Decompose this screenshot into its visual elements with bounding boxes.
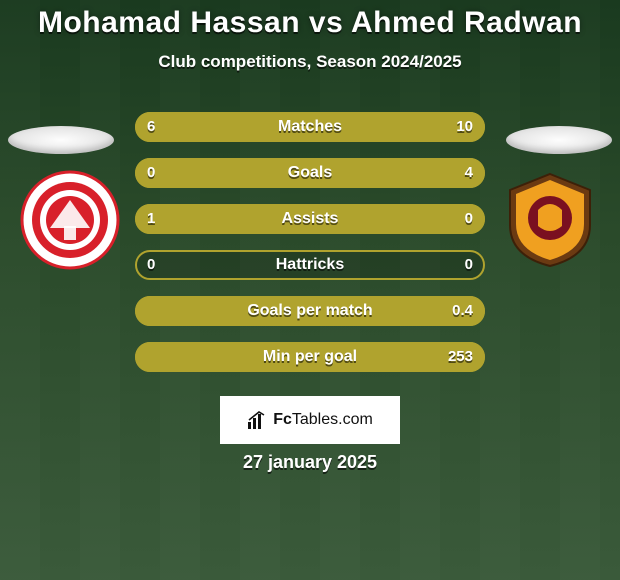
stat-value-left: 0 bbox=[147, 250, 155, 280]
stat-label: Min per goal bbox=[135, 342, 485, 372]
stat-value-right: 0 bbox=[465, 204, 473, 234]
source-logo: FcTables.com bbox=[220, 396, 400, 444]
stat-label: Matches bbox=[135, 112, 485, 142]
stat-value-right: 10 bbox=[456, 112, 473, 142]
stats-container: Matches610Goals04Assists10Hattricks00Goa… bbox=[0, 112, 620, 388]
stat-value-right: 253 bbox=[448, 342, 473, 372]
stat-row: Assists1 0 bbox=[135, 204, 485, 234]
stat-value-left: 6 bbox=[147, 112, 155, 142]
stat-value-left: 1 bbox=[147, 204, 155, 234]
comparison-infographic: Mohamad Hassan vs Ahmed Radwan Club comp… bbox=[0, 0, 620, 580]
stat-value-right: 0.4 bbox=[452, 296, 473, 326]
stat-label: Goals per match bbox=[135, 296, 485, 326]
source-logo-text: FcTables.com bbox=[273, 411, 373, 429]
stat-value-right: 0 bbox=[465, 250, 473, 280]
page-subtitle: Club competitions, Season 2024/2025 bbox=[0, 52, 620, 72]
stat-label: Assists bbox=[135, 204, 485, 234]
stat-label: Goals bbox=[135, 158, 485, 188]
stat-row: Matches6 10 bbox=[135, 112, 485, 142]
date-label: 27 january 2025 bbox=[0, 452, 620, 473]
stat-value-left: 0 bbox=[147, 158, 155, 188]
stat-label: Hattricks bbox=[135, 250, 485, 280]
stat-row: Goals per match0.4 bbox=[135, 296, 485, 326]
chart-icon bbox=[247, 410, 267, 430]
stat-row: Hattricks0 0 bbox=[135, 250, 485, 280]
stat-row: Min per goal253 bbox=[135, 342, 485, 372]
stat-value-right: 4 bbox=[465, 158, 473, 188]
stat-row: Goals0 4 bbox=[135, 158, 485, 188]
page-title: Mohamad Hassan vs Ahmed Radwan bbox=[0, 0, 620, 40]
